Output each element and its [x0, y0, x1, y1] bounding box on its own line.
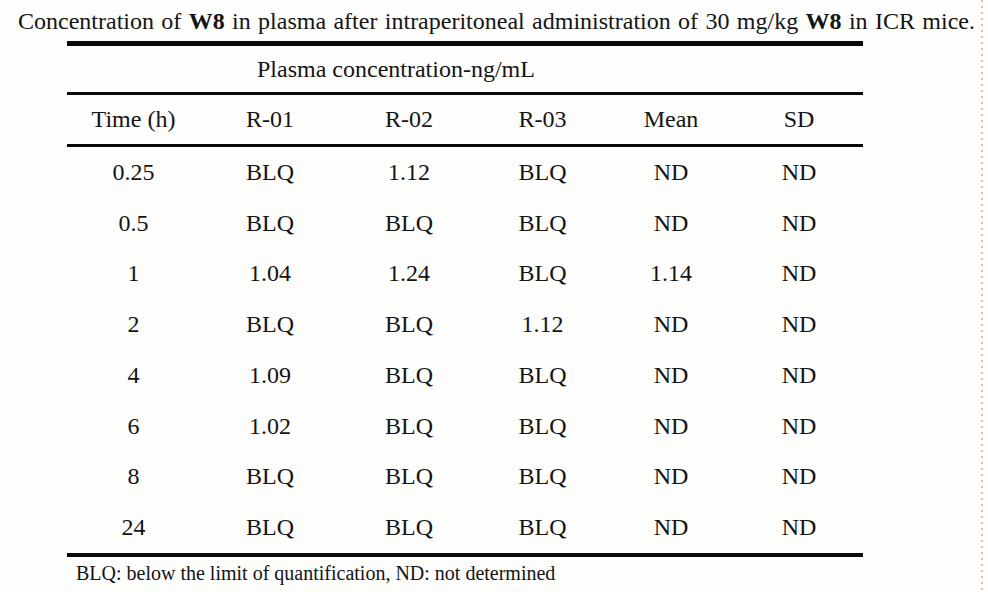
paper-page: Concentration of W8 in plasma after intr… [0, 0, 988, 592]
caption-text-2: in plasma after intraperitoneal administ… [225, 8, 806, 34]
table-row: 1 1.04 1.24 BLQ 1.14 ND [67, 249, 863, 300]
table-cell: 8 [128, 463, 140, 490]
table-cell: 0.25 [113, 159, 155, 186]
table-bottom-rule [67, 553, 863, 557]
table-cell: BLQ [246, 159, 294, 186]
column-header: R-01 [246, 106, 294, 133]
table-footnote: BLQ: below the limit of quantification, … [76, 561, 555, 585]
table-cell: ND [654, 210, 689, 237]
table-cell: ND [654, 413, 689, 440]
table-cell: ND [782, 463, 817, 490]
table-body: 0.25BLQ1.12BLQNDND0.5BLQBLQBLQNDND11.041… [67, 147, 863, 553]
table-cell: BLQ [519, 463, 567, 490]
table-cell: BLQ [385, 210, 433, 237]
table-cell: 1.12 [388, 159, 430, 186]
table-cell: ND [782, 413, 817, 440]
column-header: Mean [644, 106, 699, 133]
table-row: 0.25 BLQ 1.12 BLQ ND ND [67, 147, 863, 198]
table-cell: ND [782, 362, 817, 389]
column-header: R-03 [519, 106, 567, 133]
table-cell: 1.02 [249, 413, 291, 440]
table-cell: 0.5 [119, 210, 149, 237]
table-cell: ND [654, 362, 689, 389]
data-table: Plasma concentration-ng/mL Time (h) R-01 R… [67, 41, 863, 557]
table-cell: BLQ [519, 413, 567, 440]
column-header-row: Time (h) R-01 R-02 R-03 Mean SD [67, 95, 863, 144]
table-cell: ND [782, 514, 817, 541]
compound-name-bold-1: W8 [189, 8, 225, 34]
table-row: 2 BLQ BLQ 1.12 ND ND [67, 299, 863, 350]
caption-text-3: in ICR mice. [842, 8, 975, 34]
table-cell: 1 [128, 260, 140, 287]
table-cell: 1.24 [388, 260, 430, 287]
table-cell: 2 [128, 311, 140, 338]
table-cell: BLQ [385, 514, 433, 541]
table-cell: BLQ [246, 463, 294, 490]
table-cell: ND [782, 210, 817, 237]
table-row: 4 1.09 BLQ BLQ ND ND [67, 350, 863, 401]
table-cell: BLQ [385, 362, 433, 389]
table-cell: BLQ [519, 514, 567, 541]
spanning-header-label: Plasma concentration-ng/mL [257, 56, 535, 83]
table-cell: 1.14 [650, 260, 692, 287]
table-cell: 1.09 [249, 362, 291, 389]
table-cell: BLQ [519, 210, 567, 237]
table-cell: BLQ [519, 362, 567, 389]
table-cell: BLQ [385, 463, 433, 490]
spanning-header-row: Plasma concentration-ng/mL [67, 46, 863, 92]
table-cell: 24 [122, 514, 146, 541]
caption-text-1: Concentration of [18, 8, 189, 34]
table-cell: 1.12 [522, 311, 564, 338]
table-cell: BLQ [246, 514, 294, 541]
table-row: 0.5 BLQ BLQ BLQ ND ND [67, 198, 863, 249]
compound-name-bold-2: W8 [806, 8, 842, 34]
table-cell: 6 [128, 413, 140, 440]
table-cell: BLQ [246, 210, 294, 237]
table-cell: ND [654, 311, 689, 338]
table-cell: BLQ [385, 311, 433, 338]
table-row: 24 BLQ BLQ BLQ ND ND [67, 502, 863, 553]
table-cell: ND [782, 260, 817, 287]
table-cell: ND [782, 159, 817, 186]
table-row: 6 1.02 BLQ BLQ ND ND [67, 401, 863, 452]
table-cell: 4 [128, 362, 140, 389]
column-header: Time (h) [92, 106, 176, 133]
table-cell: BLQ [385, 413, 433, 440]
table-cell: ND [782, 311, 817, 338]
table-caption: Concentration of W8 in plasma after intr… [18, 7, 975, 35]
table-cell: BLQ [519, 159, 567, 186]
scan-edge-dotted-line [981, 0, 983, 592]
column-header: SD [784, 106, 815, 133]
table-row: 8 BLQ BLQ BLQ ND ND [67, 452, 863, 503]
column-header: R-02 [385, 106, 433, 133]
table-cell: BLQ [246, 311, 294, 338]
table-cell: 1.04 [249, 260, 291, 287]
table-cell: ND [654, 514, 689, 541]
table-cell: ND [654, 159, 689, 186]
table-cell: ND [654, 463, 689, 490]
table-cell: BLQ [519, 260, 567, 287]
